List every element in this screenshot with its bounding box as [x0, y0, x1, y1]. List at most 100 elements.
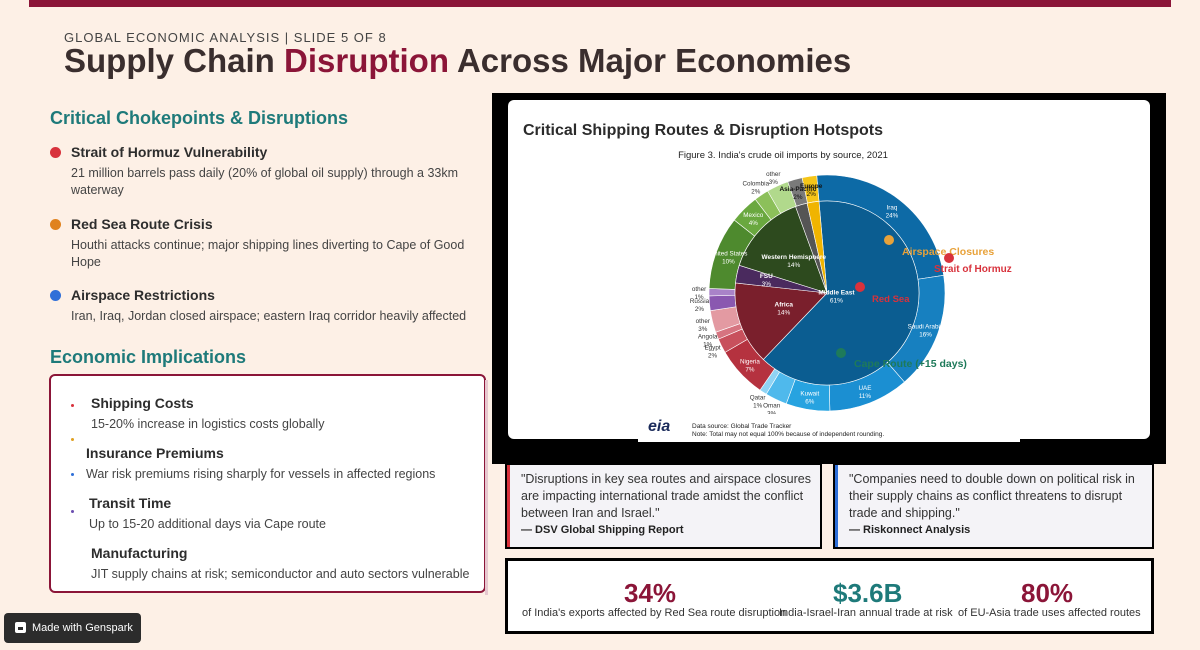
chokepoint-desc: Houthi attacks continue; major shipping …: [71, 238, 465, 269]
source-line: Data source: Global Trade Tracker: [692, 423, 792, 430]
country-label: other: [696, 318, 710, 325]
quote-accent-bar: [835, 465, 838, 547]
quote-card: "Disruptions in key sea routes and airsp…: [505, 463, 822, 549]
chokepoint-title: Red Sea Route Crisis: [71, 216, 213, 232]
card-shadow: [485, 380, 488, 595]
country-value-label: 1%: [753, 403, 763, 410]
implications-heading: Economic Implications: [50, 347, 247, 367]
bullet-icon: [71, 473, 74, 476]
hotspot-marker-icon: [836, 348, 846, 358]
country-value-label: 10%: [722, 259, 735, 266]
hotspot-marker-icon: [944, 253, 954, 263]
chokepoint-desc: Iran, Iraq, Jordan closed airspace; east…: [71, 309, 467, 323]
region-label: Asia-Pacific: [779, 186, 816, 193]
chokepoint-desc: 21 million barrels pass daily (20% of gl…: [71, 166, 459, 197]
implication-title: Transit Time: [89, 495, 172, 511]
region-slice-western-hemisphere: [738, 206, 828, 294]
region-value-label: 2%: [806, 191, 816, 198]
country-label: Russia: [690, 298, 710, 305]
implication-title: Manufacturing: [91, 545, 188, 561]
country-value-label: 2%: [751, 189, 761, 196]
region-slice-africa: [734, 282, 828, 360]
country-value-label: 11%: [859, 393, 872, 400]
quote-accent-bar: [507, 465, 510, 547]
country-value-label: 4%: [749, 220, 759, 227]
region-value-label: 2%: [793, 194, 803, 201]
bullet-icon: [71, 510, 74, 513]
chart-source-note: Data source: Global Trade Tracker Note: …: [692, 423, 884, 439]
stat-label: of EU-Asia trade uses affected routes: [958, 607, 1141, 619]
country-label: Saudi Arabia: [908, 323, 944, 330]
chokepoint-title: Strait of Hormuz Vulnerability: [71, 144, 268, 160]
region-slice-middle-east: [762, 200, 920, 386]
country-label: Mexico: [743, 212, 763, 219]
country-label: United States: [710, 251, 748, 258]
hotspot-label: Cape Route (+15 days): [854, 358, 967, 370]
genspark-logo-icon: [15, 622, 26, 633]
country-label: Iraq: [887, 204, 898, 211]
implication-desc: Up to 15-20 additional days via Cape rou…: [89, 517, 326, 531]
badge-label: Made with Genspark: [32, 622, 133, 634]
oil-imports-pie-chart: Figure 3. India's crude oil imports by s…: [678, 150, 1012, 417]
hotspot-label: Strait of Hormuz: [934, 264, 1012, 275]
bullet-icon: [71, 438, 74, 441]
region-value-label: 14%: [787, 262, 800, 269]
country-label: UAE: [858, 385, 871, 392]
region-label: Africa: [775, 302, 794, 309]
implication-desc: 15-20% increase in logistics costs globa…: [91, 417, 325, 431]
hotspot-label: Airspace Closures: [902, 246, 994, 258]
status-dot-icon: [50, 147, 61, 158]
country-value-label: 6%: [805, 399, 815, 406]
hotspot-label: Red Sea: [872, 294, 910, 305]
implication-desc: JIT supply chains at risk; semiconductor…: [91, 567, 470, 581]
title-part-1: Supply Chain: [64, 42, 285, 79]
eia-logo: eia: [648, 418, 671, 435]
region-label: Western Hemisphere: [761, 254, 826, 261]
figure-title: Figure 3. India's crude oil imports by s…: [678, 150, 888, 161]
made-with-genspark-badge[interactable]: Made with Genspark: [4, 613, 141, 643]
country-label: Egypt: [704, 344, 720, 351]
slide-kicker: GLOBAL ECONOMIC ANALYSIS | SLIDE 5 OF 8: [64, 30, 387, 45]
quote-author: — Riskonnect Analysis: [849, 524, 971, 536]
country-value-label: 3%: [698, 326, 708, 333]
quote-author: — DSV Global Shipping Report: [521, 524, 684, 536]
country-value-label: 24%: [886, 212, 899, 219]
country-value-label: 1%: [694, 294, 704, 301]
country-value-label: 2%: [695, 306, 705, 313]
stat-value: $3.6B: [833, 578, 903, 608]
stat-label: of India's exports affected by Red Sea r…: [522, 607, 787, 619]
country-value-label: 3%: [769, 179, 779, 186]
country-label: Nigeria: [740, 358, 760, 365]
chokepoint-title: Airspace Restrictions: [71, 287, 215, 303]
top-accent-bar: [29, 0, 1171, 7]
implication-title: Insurance Premiums: [86, 445, 224, 461]
stat-value: 34%: [624, 578, 677, 608]
implications-card: Shipping Costs 15-20% increase in logist…: [49, 374, 488, 595]
region-value-label: 61%: [830, 297, 843, 304]
status-dot-icon: [50, 219, 61, 230]
country-label: Qatar: [750, 395, 766, 402]
quote-text: "Companies need to double down on politi…: [849, 472, 1135, 520]
country-value-label: 2%: [708, 352, 718, 359]
source-note-line: Note: Total may not equal 100% because o…: [692, 431, 885, 438]
country-label: Oman: [763, 402, 781, 409]
stat-value: 80%: [1021, 578, 1074, 608]
country-value-label: 7%: [745, 366, 755, 373]
region-slice-europe: [806, 201, 828, 294]
region-value-label: 14%: [777, 310, 790, 317]
title-accent: Disruption: [284, 42, 449, 79]
region-value-label: 3%: [762, 281, 772, 288]
country-value-label: 16%: [919, 331, 932, 338]
quote-card: "Companies need to double down on politi…: [833, 463, 1154, 549]
title-part-2: Across Major Economies: [449, 42, 852, 79]
country-label: other: [766, 171, 780, 178]
country-label: Angola: [698, 333, 718, 340]
quote-text: "Disruptions in key sea routes and airsp…: [521, 472, 811, 520]
page-title: Supply Chain Disruption Across Major Eco…: [64, 42, 851, 80]
region-label: Middle East: [818, 289, 855, 296]
chart-source-bar: [638, 414, 1020, 442]
bullet-icon: [71, 404, 74, 407]
country-value-label: 3%: [767, 410, 777, 417]
chart-heading: Critical Shipping Routes & Disruption Ho…: [523, 122, 883, 139]
stats-card: [505, 558, 1154, 634]
